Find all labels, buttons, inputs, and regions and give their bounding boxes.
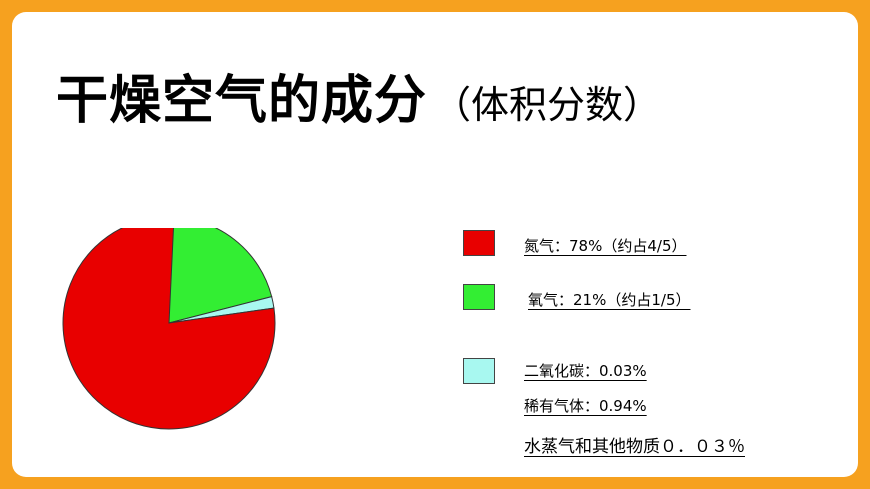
pie-slice-oxygen — [168, 228, 273, 324]
legend-label-noble-gas: 稀有气体：0.94% — [524, 397, 647, 415]
legend-label-nitrogen: 氮气：78%（约占4/5） — [524, 237, 687, 255]
title-main: 干燥空气的成分 — [56, 71, 428, 131]
pie-chart — [62, 228, 276, 430]
legend-label-water-vapor: 水蒸气和其他物质０．０３％ — [524, 437, 745, 457]
legend-swatch-other — [463, 358, 495, 384]
slide: 干燥空气的成分 （体积分数） 氮气：78%（约占4/5） 氧气：21%（约占1/5… — [12, 12, 858, 477]
title-sub: （体积分数） — [433, 83, 662, 127]
slide-title: 干燥空气的成分 （体积分数） — [56, 58, 661, 133]
pie-slice-nitrogen — [62, 228, 276, 430]
legend-swatch-oxygen — [463, 284, 495, 310]
legend-swatch-nitrogen — [463, 230, 495, 256]
legend-label-oxygen: 氧气：21%（约占1/5） — [528, 291, 691, 309]
legend-label-co2: 二氧化碳：0.03% — [524, 362, 647, 380]
